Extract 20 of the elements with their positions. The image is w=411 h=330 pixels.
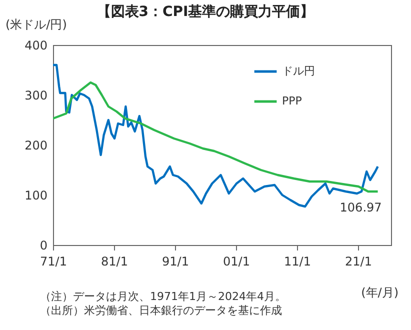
text: （注）データは月次、1971年1月～2024年4月。 bbox=[40, 290, 286, 304]
x-tick-label: 01/1 bbox=[223, 254, 250, 268]
x-tick-label: 21/1 bbox=[345, 254, 372, 268]
legend-label: ドル円 bbox=[282, 64, 315, 78]
line-series bbox=[53, 81, 379, 193]
y-tick-label: 0 bbox=[40, 238, 48, 252]
text: （出所）米労働省、日本銀行のデータを基に作成 bbox=[40, 304, 283, 318]
x-tick-label: 81/1 bbox=[101, 254, 128, 268]
x-tick-label: 71/1 bbox=[40, 254, 67, 268]
x-axis-title: (年/月) bbox=[361, 286, 398, 300]
y-tick-label: 400 bbox=[24, 38, 48, 52]
y-tick-label: 200 bbox=[24, 138, 48, 152]
annotation: 106.97 bbox=[340, 200, 382, 215]
y-tick-label: 100 bbox=[24, 188, 48, 202]
y-tick-label: 300 bbox=[24, 88, 48, 102]
chart-title: 【図表3：CPI基準の購買力平価】 bbox=[96, 4, 314, 20]
y-axis-title: (米ドル/円) bbox=[6, 18, 67, 32]
x-tick-label: 11/1 bbox=[284, 254, 311, 268]
x-tick-label: 91/1 bbox=[162, 254, 189, 268]
legend-label: PPP bbox=[282, 94, 302, 108]
